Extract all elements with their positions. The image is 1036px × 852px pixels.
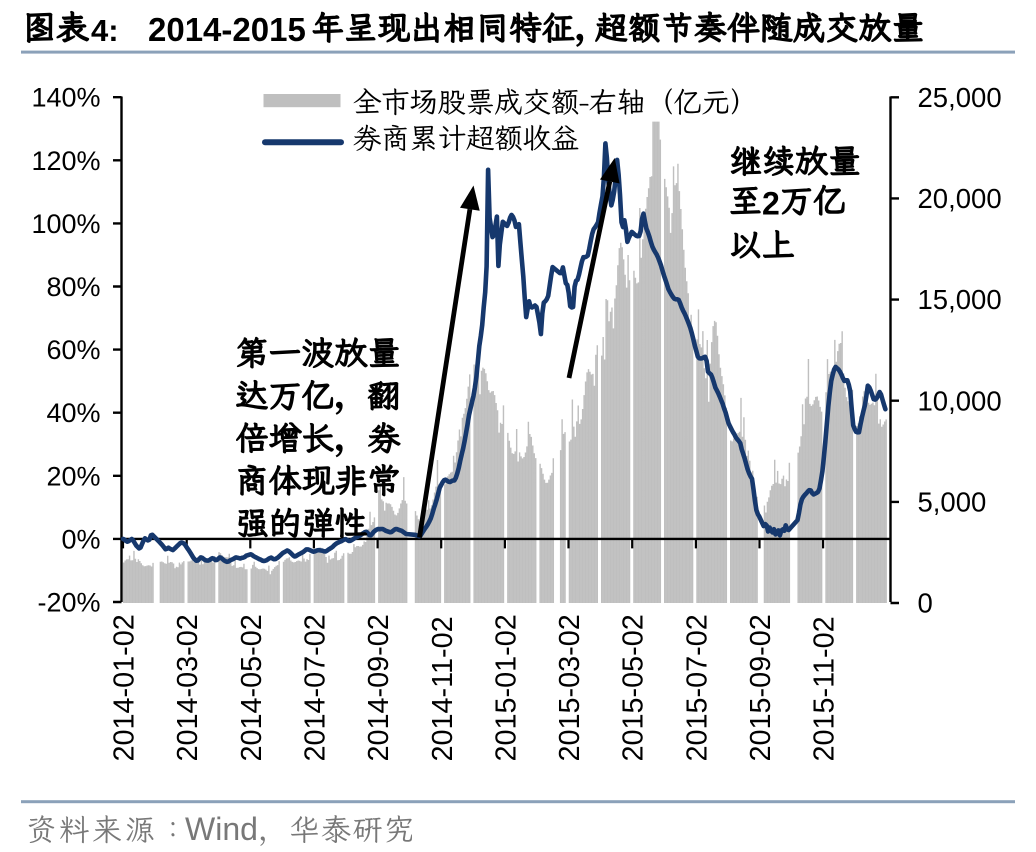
- svg-text:4:: 4:: [91, 13, 119, 48]
- svg-text:120%: 120%: [31, 146, 100, 176]
- svg-text:2014-11-02: 2014-11-02: [427, 616, 459, 761]
- svg-text:Wind: Wind: [185, 811, 258, 847]
- svg-text:2014-01-02: 2014-01-02: [109, 614, 141, 761]
- svg-text:2015-03-02: 2015-03-02: [554, 614, 586, 761]
- svg-text:25,000: 25,000: [918, 82, 1002, 113]
- svg-text:100%: 100%: [31, 209, 100, 239]
- svg-text:2015-05-02: 2015-05-02: [618, 614, 650, 761]
- svg-text:15,000: 15,000: [918, 284, 1002, 315]
- svg-text:2014-05-02: 2014-05-02: [236, 614, 268, 761]
- svg-text:5,000: 5,000: [918, 486, 987, 517]
- svg-text:2014-07-02: 2014-07-02: [299, 614, 331, 761]
- svg-text:0%: 0%: [61, 524, 100, 554]
- svg-text:60%: 60%: [46, 335, 100, 365]
- svg-text:80%: 80%: [46, 272, 100, 302]
- svg-text:2014-09-02: 2014-09-02: [363, 614, 395, 761]
- svg-text:10,000: 10,000: [918, 385, 1002, 416]
- svg-text:2015-07-02: 2015-07-02: [681, 614, 713, 761]
- svg-text:2015-11-02: 2015-11-02: [809, 616, 841, 761]
- svg-text:2015-09-02: 2015-09-02: [745, 614, 777, 761]
- svg-text:2014-03-02: 2014-03-02: [172, 614, 204, 761]
- svg-text:0: 0: [918, 588, 933, 619]
- svg-text:2015-01-02: 2015-01-02: [490, 614, 522, 761]
- svg-text:-20%: -20%: [37, 588, 100, 618]
- svg-text:20%: 20%: [46, 461, 100, 491]
- svg-text:2014-2015: 2014-2015: [148, 11, 306, 48]
- svg-text:20,000: 20,000: [918, 183, 1002, 214]
- svg-text:40%: 40%: [46, 398, 100, 428]
- svg-text:140%: 140%: [31, 83, 100, 113]
- svg-text:2: 2: [762, 186, 780, 222]
